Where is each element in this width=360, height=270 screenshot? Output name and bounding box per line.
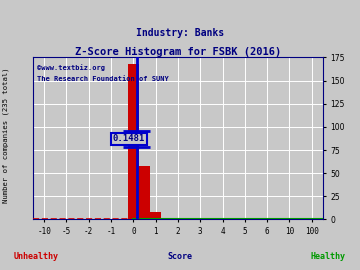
Bar [150,212,161,220]
Text: Industry: Banks: Industry: Banks [136,28,224,38]
Text: Score: Score [167,252,193,261]
Text: Unhealthy: Unhealthy [14,252,58,261]
Title: Z-Score Histogram for FSBK (2016): Z-Score Histogram for FSBK (2016) [75,48,281,58]
Text: 0.1481: 0.1481 [113,134,145,143]
Text: The Research Foundation of SUNY: The Research Foundation of SUNY [37,76,169,82]
Text: Healthy: Healthy [310,252,345,261]
Bar [139,166,150,220]
Text: Number of companies (235 total): Number of companies (235 total) [2,67,9,203]
Bar [128,64,139,220]
Text: ©www.textbiz.org: ©www.textbiz.org [37,64,105,71]
